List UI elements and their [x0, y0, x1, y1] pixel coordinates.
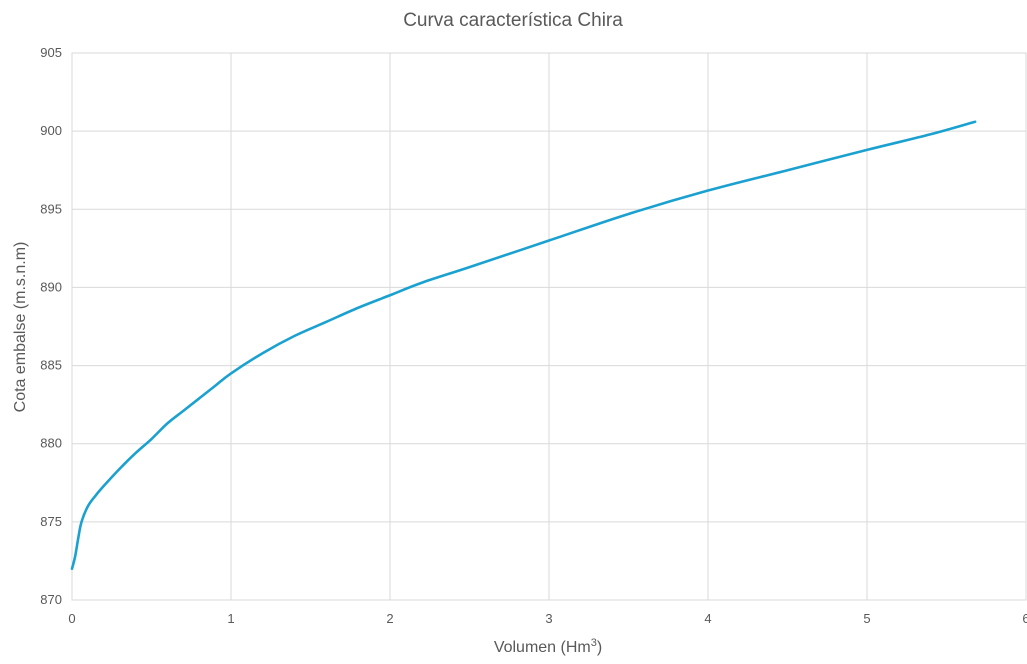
- x-tick-label: 6: [1022, 611, 1027, 626]
- series-line: [70, 120, 977, 571]
- x-tick-label: 5: [863, 611, 870, 626]
- y-tick-label: 890: [40, 279, 62, 294]
- y-tick-label: 870: [40, 592, 62, 607]
- gridlines: [71, 52, 1027, 601]
- tick-labels: 870 875 880 885 890 895 900 905 0 1 2 3 4 5 6: [40, 45, 1027, 626]
- y-tick-label: 875: [40, 514, 62, 529]
- chart-title: Curva característica Chira: [403, 10, 623, 31]
- x-tick-label: 4: [704, 611, 711, 626]
- x-axis-label-close: ): [597, 639, 602, 656]
- plot-frame: [71, 52, 1027, 601]
- x-axis-label-superscript: 3: [591, 637, 597, 649]
- y-axis-label: Cota embalse (m.s.n.m): [12, 242, 29, 413]
- series-layer: [70, 120, 977, 571]
- y-tick-label: 885: [40, 358, 62, 373]
- y-tick-label: 880: [40, 436, 62, 451]
- x-tick-label: 0: [68, 611, 75, 626]
- x-tick-label: 1: [227, 611, 234, 626]
- x-tick-label: 3: [545, 611, 552, 626]
- y-tick-label: 900: [40, 123, 62, 138]
- x-tick-label: 2: [386, 611, 393, 626]
- x-axis-label: Volumen (Hm3): [494, 637, 602, 656]
- y-tick-label: 905: [40, 45, 62, 60]
- x-axis-label-main: Volumen (Hm: [494, 639, 591, 656]
- y-tick-label: 895: [40, 201, 62, 216]
